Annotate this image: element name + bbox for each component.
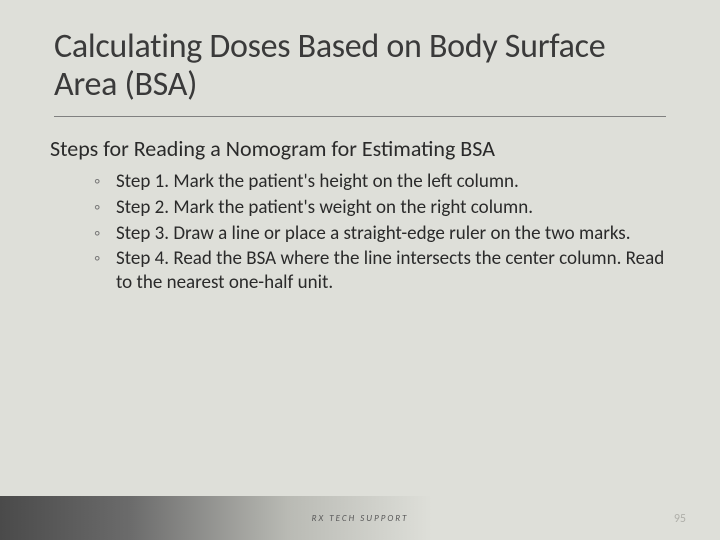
slide-subtitle: Steps for Reading a Nomogram for Estimat…	[50, 135, 666, 162]
steps-list: Step 1. Mark the patient's height on the…	[94, 170, 666, 295]
footer-text: RX TECH SUPPORT	[312, 513, 409, 524]
slide-title: Calculating Doses Based on Body Surface …	[54, 28, 666, 117]
list-item: Step 4. Read the BSA where the line inte…	[94, 247, 666, 295]
list-item: Step 2. Mark the patient's weight on the…	[94, 196, 666, 220]
slide-container: Calculating Doses Based on Body Surface …	[0, 0, 720, 540]
list-item: Step 1. Mark the patient's height on the…	[94, 170, 666, 194]
list-item: Step 3. Draw a line or place a straight-…	[94, 222, 666, 246]
page-number: 95	[674, 512, 686, 526]
